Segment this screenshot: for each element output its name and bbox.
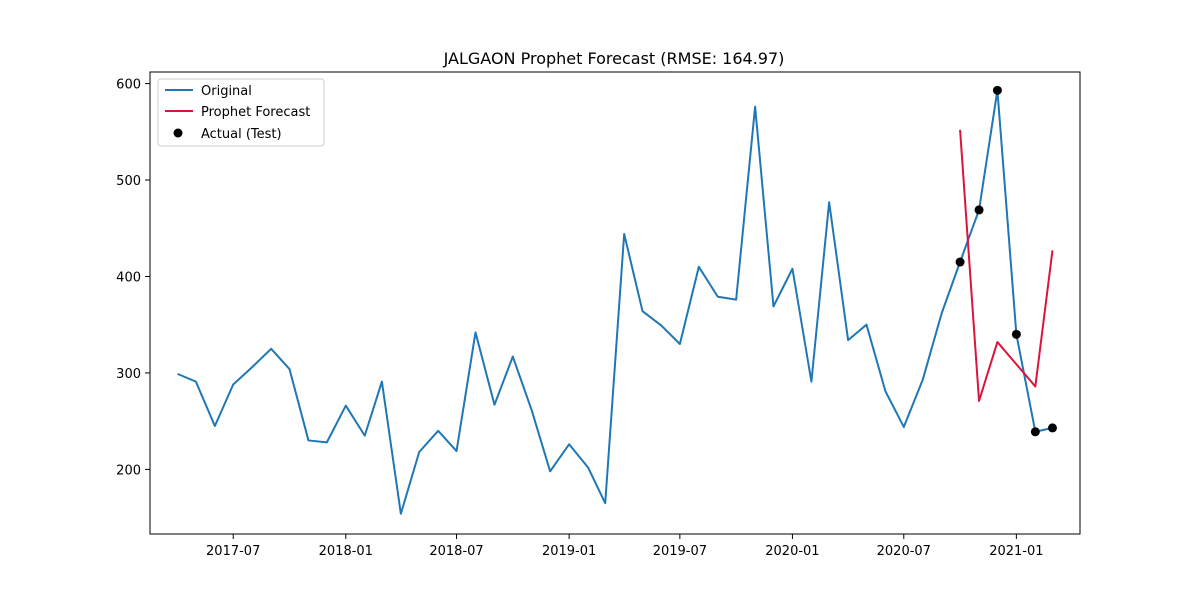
x-tick-label-0: 2017-07: [206, 544, 260, 559]
data-point-actual-test-3: [1011, 329, 1021, 339]
axes-frame: [149, 71, 1081, 535]
x-tick-label-3: 2019-01: [542, 544, 596, 559]
data-point-actual-test-4: [1030, 427, 1040, 437]
legend-swatch-actual: [173, 128, 183, 138]
chart-title: JALGAON Prophet Forecast (RMSE: 164.97): [443, 49, 785, 68]
legend-label-actual: Actual (Test): [201, 127, 282, 142]
legend-label-original: Original: [201, 84, 252, 99]
x-tick-label-1: 2018-01: [319, 544, 373, 559]
legend-label-forecast: Prophet Forecast: [201, 105, 310, 120]
x-tick-label-7: 2021-01: [989, 544, 1043, 559]
y-tick-label-3: 500: [116, 174, 141, 189]
y-tick-label-0: 200: [116, 463, 141, 478]
data-point-actual-test-1: [974, 205, 984, 215]
data-point-actual-test-2: [992, 85, 1002, 95]
series-line-prophet-forecast: [959, 129, 1054, 402]
plot-area: [177, 85, 1057, 515]
y-tick-label-4: 600: [116, 78, 141, 93]
legend: Original Prophet Forecast Actual (Test): [157, 78, 325, 147]
x-tick-label-6: 2020-07: [877, 544, 931, 559]
series-line-original: [177, 89, 1053, 515]
data-point-actual-test-5: [1047, 423, 1057, 433]
y-tick-label-2: 400: [116, 270, 141, 285]
x-axis: 2017-07 2018-01 2018-07 2019-01 2019-07 2020-…: [206, 534, 1044, 559]
x-tick-label-2: 2018-07: [429, 544, 483, 559]
legend-box: [157, 78, 325, 147]
x-tick-label-4: 2019-07: [653, 544, 707, 559]
data-point-actual-test-0: [955, 257, 965, 267]
y-axis: 200 300 400 500 600: [116, 78, 150, 478]
y-tick-label-1: 300: [116, 367, 141, 382]
x-tick-label-5: 2020-01: [765, 544, 819, 559]
